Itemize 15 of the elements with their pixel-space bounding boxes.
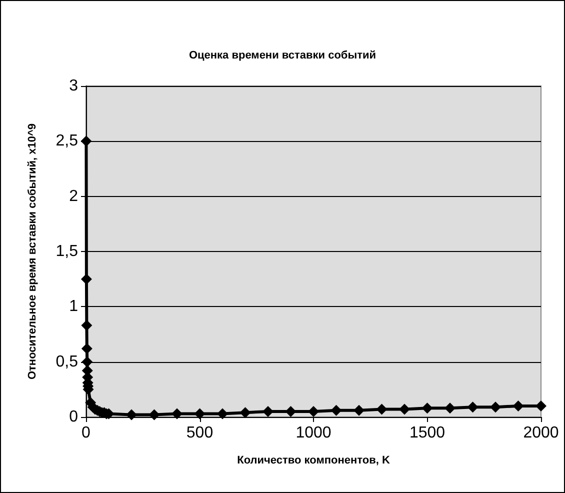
y-tick-label: 1	[69, 298, 78, 316]
y-tick-label: 1,5	[56, 243, 78, 260]
x-tick-label: 2000	[523, 424, 559, 442]
x-tick-label: 500	[186, 424, 214, 442]
y-tick-label: 2,5	[56, 132, 78, 150]
x-tick-label: 1500	[409, 424, 446, 442]
x-tick-label: 0	[82, 424, 91, 442]
x-axis-title: Количество компонентов, K	[237, 454, 390, 466]
chart-title: Оценка времени вставки событий	[188, 50, 376, 62]
y-tick-label: 3	[69, 78, 78, 94]
y-tick-label: 2	[69, 188, 78, 205]
x-tick-label: 1000	[296, 424, 332, 442]
y-tick-label: 0	[69, 408, 78, 426]
y-axis-title: Относительное время вставки событий, x10^9	[26, 123, 38, 380]
y-tick-label: 0,5	[56, 353, 78, 370]
